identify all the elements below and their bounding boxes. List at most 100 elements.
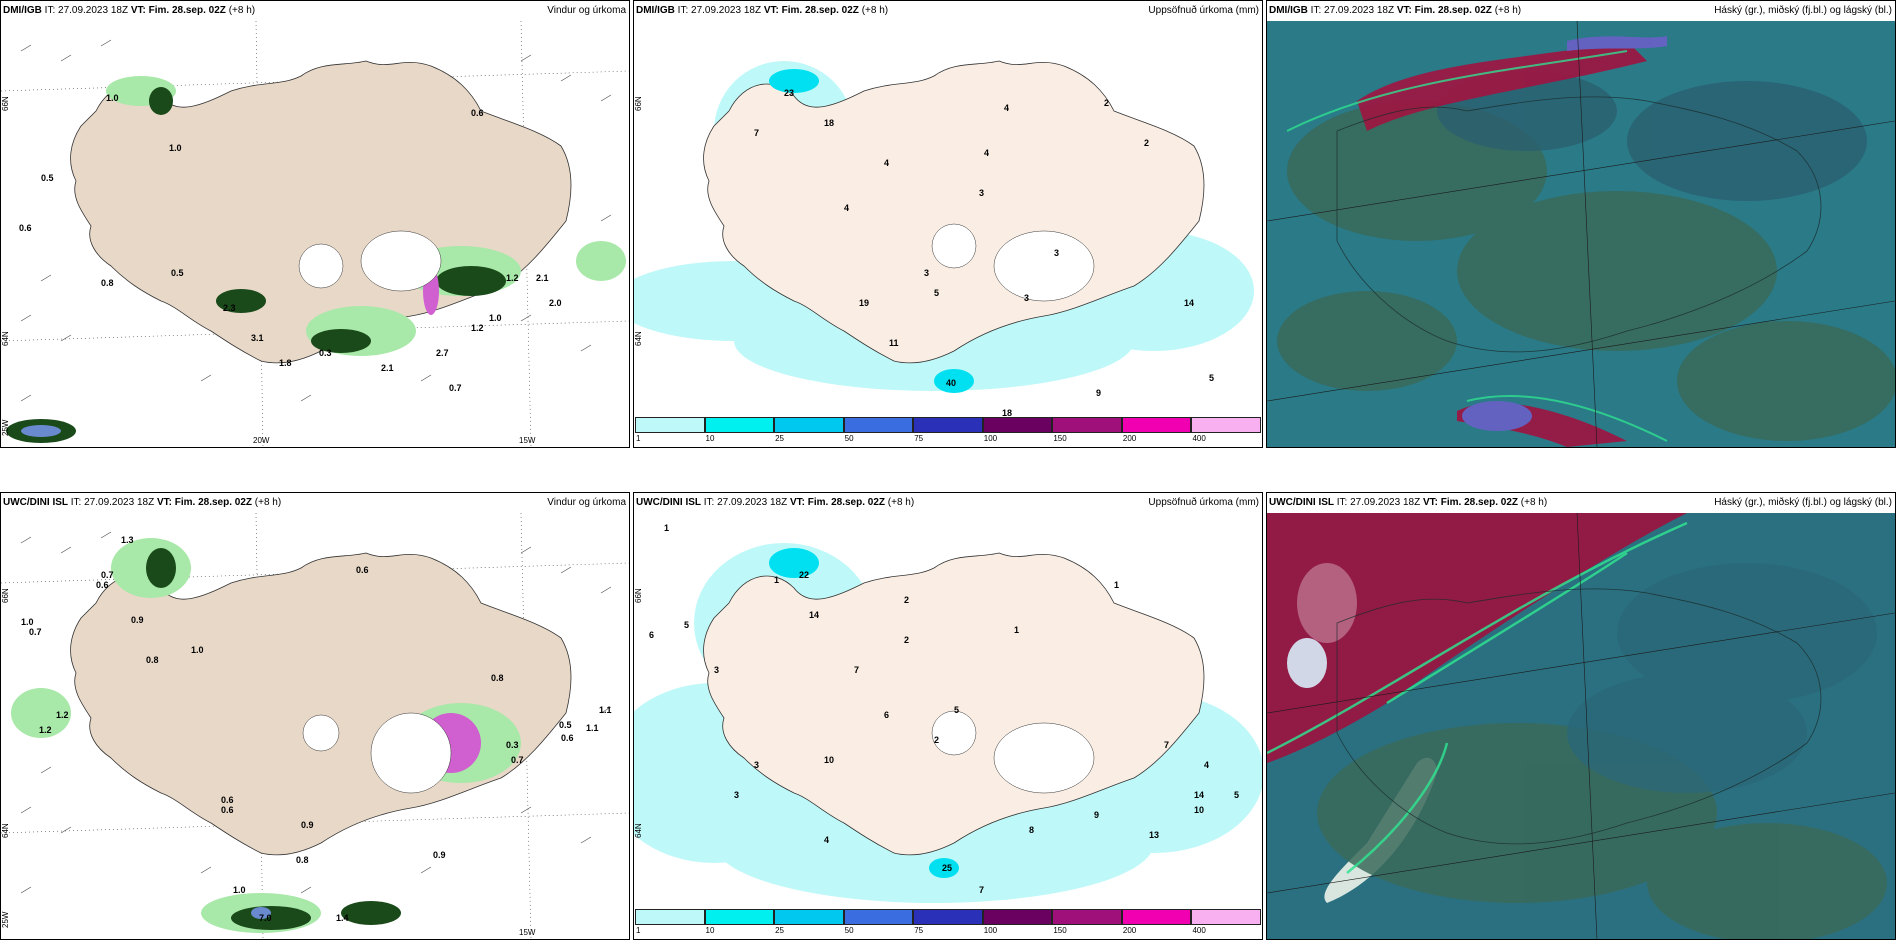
panel-title: Háský (gr.), miðský (fj.bl.) og lágský (…	[1714, 497, 1892, 508]
colorbar-swatch	[704, 909, 775, 925]
colorbar-tick: 100	[983, 434, 998, 443]
colorbar-swatch	[1121, 417, 1192, 433]
colorbar-tick: 150	[1053, 926, 1067, 935]
colorbar-swatch	[1191, 417, 1261, 433]
svg-text:0.5: 0.5	[171, 268, 184, 278]
svg-text:25: 25	[942, 863, 952, 873]
svg-text:0.6: 0.6	[561, 733, 574, 743]
svg-text:2: 2	[1144, 138, 1149, 148]
colorbar-tick: 100	[983, 926, 998, 935]
svg-text:1: 1	[774, 575, 779, 585]
svg-text:10: 10	[1194, 805, 1204, 815]
colorbar-tick: 1	[636, 926, 641, 935]
svg-text:3: 3	[754, 760, 759, 770]
colorbar-tick: 10	[705, 926, 715, 935]
svg-text:1.0: 1.0	[169, 143, 182, 153]
colorbar-tick: 150	[1053, 434, 1067, 443]
svg-text:0.6: 0.6	[221, 795, 234, 805]
svg-text:4: 4	[1004, 103, 1009, 113]
svg-text:0.9: 0.9	[433, 850, 446, 860]
svg-text:23: 23	[784, 88, 794, 98]
svg-text:2: 2	[904, 595, 909, 605]
panel-header: DMI/IGB IT: 27.09.2023 18Z VT: Fim. 28.s…	[1267, 1, 1895, 21]
map-area: 23 18 7 4 4 4 3 2 2 4 5 11 19 3 14 40 18…	[634, 21, 1262, 447]
cloud-map-area	[1267, 513, 1895, 939]
svg-text:0.9: 0.9	[131, 615, 144, 625]
colorbar-swatch	[1052, 417, 1122, 433]
svg-text:25W: 25W	[1, 911, 10, 928]
model-name: DMI/IGB	[636, 5, 675, 16]
high-cloud-bands	[1357, 36, 1667, 447]
panel-dmi-wind-precip: DMI/IGB IT: 27.09.2023 18Z VT: Fim. 28.s…	[0, 0, 630, 448]
panel-title: Háský (gr.), miðský (fj.bl.) og lágský (…	[1714, 5, 1892, 16]
colorbar-swatch	[843, 417, 914, 433]
svg-text:3: 3	[714, 665, 719, 675]
cloud-map-area	[1267, 21, 1895, 447]
svg-text:7.0: 7.0	[259, 913, 272, 923]
svg-text:3.1: 3.1	[251, 333, 264, 343]
panel-uwc-accum-precip: UWC/DINI ISL IT: 27.09.2023 18Z VT: Fim.…	[633, 492, 1263, 940]
glaciers	[931, 223, 1095, 302]
valid-time: VT: Fim. 28.sep. 02Z	[1422, 497, 1519, 508]
colorbar-tick: 400	[1192, 434, 1206, 443]
svg-text:10: 10	[824, 755, 834, 765]
colorbar-tick: 50	[844, 434, 854, 443]
svg-text:4: 4	[884, 158, 889, 168]
mid-cloud-patches	[1567, 563, 1877, 793]
colorbar: 1 10 25 50 75 100 150 200 400	[635, 909, 1261, 937]
svg-text:19: 19	[859, 298, 869, 308]
svg-text:66N: 66N	[1, 96, 10, 111]
svg-text:1.2: 1.2	[471, 323, 484, 333]
svg-text:64N: 64N	[634, 823, 643, 838]
panel-title: Vindur og úrkoma	[547, 497, 626, 508]
svg-text:4: 4	[984, 148, 989, 158]
low-cloud-patches	[1277, 101, 1895, 441]
svg-text:3: 3	[979, 188, 984, 198]
svg-text:22: 22	[799, 570, 809, 580]
colorbar-swatch	[1191, 909, 1261, 925]
panel-header: UWC/DINI ISL IT: 27.09.2023 18Z VT: Fim.…	[1, 493, 629, 513]
svg-text:15W: 15W	[519, 436, 536, 445]
model-name: UWC/DINI ISL	[3, 497, 68, 508]
svg-text:18: 18	[824, 118, 834, 128]
svg-text:66N: 66N	[634, 96, 643, 111]
coastline	[1336, 588, 1822, 845]
colorbar-tick: 75	[914, 926, 924, 935]
valid-time: VT: Fim. 28.sep. 02Z	[156, 497, 253, 508]
grid-lines	[1267, 21, 1895, 447]
svg-text:0.8: 0.8	[491, 673, 504, 683]
panel-header: DMI/IGB IT: 27.09.2023 18Z VT: Fim. 28.s…	[1, 1, 629, 21]
svg-text:0.6: 0.6	[221, 805, 234, 815]
colorbar-tick: 1	[636, 434, 641, 443]
colorbar-tick: 200	[1122, 434, 1137, 443]
precip-value-labels: 1.0 0.5 0.6 0.8 0.5 1.0 0.6 1.2 2.0 1.0 …	[19, 93, 562, 393]
map-area: 1 22 14 7 6 5 3 2 1 5 6 10 3 2 1 9 7 4 2…	[634, 513, 1262, 939]
init-time: IT: 27.09.2023 18Z	[703, 497, 788, 508]
svg-text:3: 3	[734, 790, 739, 800]
colorbar-swatch	[843, 909, 914, 925]
svg-text:1.1: 1.1	[586, 723, 599, 733]
glaciers	[298, 230, 442, 292]
init-time: IT: 27.09.2023 18Z	[70, 497, 155, 508]
svg-text:9: 9	[1094, 810, 1099, 820]
svg-text:5: 5	[954, 705, 959, 715]
lead-time: (+8 h)	[254, 497, 282, 508]
panel-dmi-accum-precip: DMI/IGB IT: 27.09.2023 18Z VT: Fim. 28.s…	[633, 0, 1263, 448]
svg-text:0.6: 0.6	[96, 580, 109, 590]
model-name: DMI/IGB	[3, 5, 42, 16]
svg-text:3: 3	[924, 268, 929, 278]
svg-text:0.3: 0.3	[506, 740, 519, 750]
colorbar-swatch	[704, 417, 775, 433]
wind-barbs	[20, 531, 612, 894]
svg-text:5: 5	[684, 620, 689, 630]
svg-text:0.8: 0.8	[146, 655, 159, 665]
colorbar-swatch	[982, 417, 1053, 433]
glaciers	[931, 710, 1095, 794]
colorbar: 1 10 25 50 75 100 150 200 400	[635, 417, 1261, 445]
svg-text:5: 5	[934, 288, 939, 298]
svg-text:1.3: 1.3	[121, 535, 134, 545]
panel-header: UWC/DINI ISL IT: 27.09.2023 18Z VT: Fim.…	[1267, 493, 1895, 513]
svg-text:0.7: 0.7	[511, 755, 524, 765]
svg-text:64N: 64N	[634, 331, 643, 346]
init-time: IT: 27.09.2023 18Z	[677, 5, 762, 16]
